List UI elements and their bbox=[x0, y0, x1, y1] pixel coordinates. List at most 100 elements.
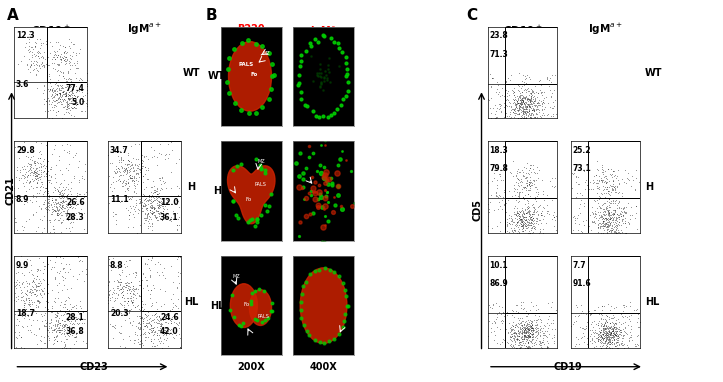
Point bbox=[518, 99, 529, 105]
Point bbox=[615, 321, 627, 327]
Point bbox=[573, 181, 584, 187]
Point bbox=[505, 107, 516, 113]
Point bbox=[53, 62, 64, 68]
Point bbox=[39, 165, 51, 171]
Point bbox=[537, 338, 549, 345]
Point bbox=[154, 316, 166, 322]
Point bbox=[114, 329, 125, 335]
Point bbox=[607, 186, 618, 192]
Point bbox=[120, 181, 132, 187]
Point bbox=[581, 335, 593, 341]
Point bbox=[511, 105, 523, 111]
Point bbox=[526, 111, 537, 117]
Point bbox=[49, 49, 61, 55]
Point bbox=[596, 307, 608, 313]
Point bbox=[525, 324, 536, 330]
Point bbox=[524, 230, 536, 236]
Point bbox=[115, 290, 127, 296]
Point bbox=[61, 57, 73, 63]
Point bbox=[168, 311, 180, 317]
Point bbox=[597, 183, 609, 189]
Point bbox=[139, 311, 150, 317]
Point bbox=[47, 264, 59, 270]
Point bbox=[35, 50, 46, 56]
Point bbox=[54, 307, 66, 313]
Point bbox=[599, 325, 611, 331]
Point bbox=[142, 157, 154, 163]
Point bbox=[122, 206, 134, 212]
Point bbox=[508, 106, 519, 112]
Point bbox=[114, 159, 125, 165]
Point bbox=[111, 170, 122, 176]
Point bbox=[516, 205, 528, 211]
Point bbox=[51, 210, 63, 217]
Point bbox=[27, 191, 39, 197]
Point bbox=[137, 326, 148, 332]
Point bbox=[103, 282, 114, 288]
Point bbox=[603, 336, 615, 342]
Point bbox=[48, 104, 59, 110]
Point bbox=[630, 215, 641, 221]
Point bbox=[528, 204, 539, 210]
Point bbox=[75, 311, 87, 317]
Point bbox=[507, 87, 518, 93]
Point bbox=[521, 182, 533, 188]
Point bbox=[121, 287, 132, 293]
Point bbox=[508, 96, 519, 102]
Point bbox=[536, 106, 548, 112]
Point bbox=[22, 327, 34, 333]
Point bbox=[543, 83, 555, 89]
Point bbox=[602, 175, 613, 181]
Point bbox=[62, 317, 74, 323]
Point bbox=[500, 174, 511, 180]
Point bbox=[514, 345, 526, 351]
Point bbox=[111, 168, 122, 175]
Point bbox=[43, 71, 54, 77]
Point bbox=[606, 174, 617, 180]
Point bbox=[596, 320, 607, 326]
Point bbox=[33, 283, 45, 289]
Point bbox=[584, 327, 596, 333]
Point bbox=[79, 194, 90, 201]
Point bbox=[34, 174, 46, 180]
Point bbox=[612, 205, 623, 211]
Point bbox=[39, 108, 51, 114]
Point bbox=[31, 49, 43, 55]
Point bbox=[517, 318, 529, 324]
Point bbox=[598, 218, 609, 224]
Point bbox=[512, 95, 523, 101]
Point bbox=[523, 330, 534, 336]
Point bbox=[55, 192, 67, 198]
Point bbox=[137, 163, 148, 169]
Point bbox=[22, 288, 33, 294]
Point bbox=[617, 326, 629, 332]
Point bbox=[54, 45, 65, 52]
Point bbox=[63, 100, 74, 106]
Point bbox=[48, 48, 60, 54]
Point bbox=[518, 326, 529, 332]
Point bbox=[591, 185, 602, 191]
Point bbox=[53, 325, 64, 332]
Point bbox=[528, 106, 539, 112]
Point bbox=[53, 208, 64, 214]
Point bbox=[605, 332, 617, 338]
Point bbox=[54, 320, 66, 327]
Point bbox=[56, 220, 67, 226]
Point bbox=[492, 91, 503, 97]
Point bbox=[30, 184, 42, 190]
Point bbox=[609, 199, 620, 206]
Point bbox=[56, 193, 68, 199]
Point bbox=[497, 338, 508, 345]
Point bbox=[517, 324, 529, 330]
Point bbox=[536, 227, 548, 233]
Point bbox=[617, 206, 629, 212]
Point bbox=[61, 56, 72, 62]
Point bbox=[46, 91, 58, 97]
Point bbox=[505, 104, 517, 110]
Point bbox=[511, 168, 523, 174]
Point bbox=[111, 283, 123, 290]
Point bbox=[599, 168, 611, 174]
Point bbox=[59, 55, 71, 62]
Point bbox=[149, 343, 161, 349]
Point bbox=[36, 63, 48, 69]
